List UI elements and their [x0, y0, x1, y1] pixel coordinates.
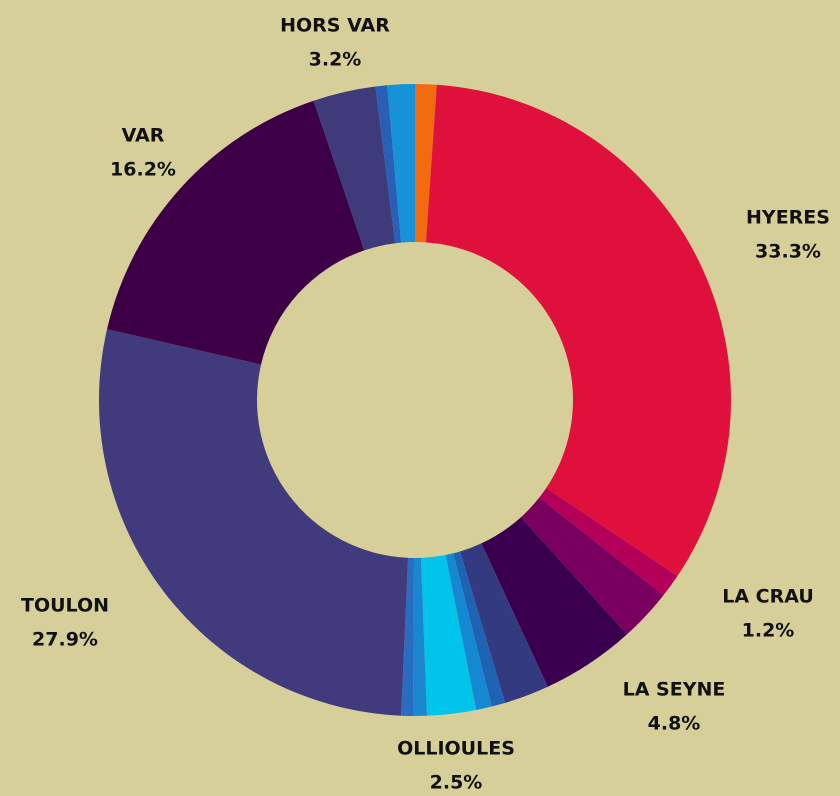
slice-label: LA CRAU	[722, 586, 814, 608]
slice-label: LA SEYNE	[623, 679, 726, 701]
slice	[460, 543, 548, 703]
slice-label: VAR	[122, 125, 165, 147]
slice	[415, 84, 437, 243]
slice	[413, 557, 427, 716]
value-label: 3.2%	[309, 49, 362, 71]
value-label: 33.3%	[755, 241, 821, 263]
slice	[107, 100, 365, 365]
slice	[313, 86, 396, 251]
value-label: 1.2%	[742, 620, 795, 642]
slice	[425, 84, 731, 576]
slice	[98, 329, 409, 716]
slice-label: TOULON	[21, 595, 109, 617]
slice	[401, 557, 415, 716]
value-label: 27.9%	[32, 629, 98, 651]
slice	[375, 85, 402, 244]
slice	[453, 551, 506, 707]
slice	[481, 517, 627, 687]
value-label: 2.5%	[430, 772, 483, 794]
slice	[539, 487, 678, 596]
slice-label: HYERES	[746, 207, 830, 229]
slice-label: HORS VAR	[280, 15, 390, 37]
slice	[520, 497, 664, 635]
slice	[445, 553, 492, 711]
slice	[420, 555, 477, 716]
slice-label: OLLIOULES	[397, 738, 515, 760]
value-label: 4.8%	[648, 713, 701, 735]
slice	[387, 84, 415, 243]
value-label: 16.2%	[110, 159, 176, 181]
